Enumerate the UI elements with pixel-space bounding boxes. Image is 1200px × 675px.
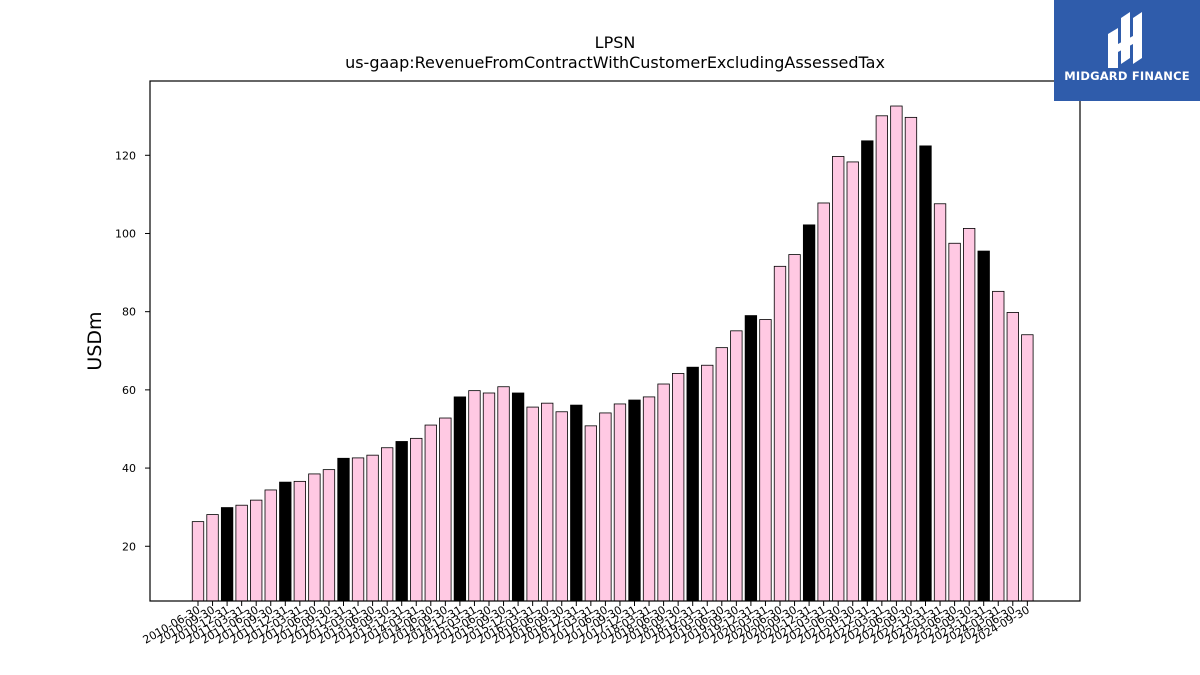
bar bbox=[672, 373, 685, 602]
bar bbox=[1021, 334, 1034, 602]
y-tick-label: 120 bbox=[115, 149, 136, 162]
bar bbox=[817, 202, 830, 602]
bar bbox=[468, 390, 481, 602]
bar bbox=[628, 399, 641, 602]
bar bbox=[482, 392, 496, 602]
x-axis-ticks: 2010-06-302010-09-302010-12-312011-03-31… bbox=[141, 601, 1032, 647]
bar bbox=[861, 140, 874, 602]
midgard-logo-icon bbox=[1108, 12, 1142, 68]
bar bbox=[599, 412, 612, 602]
bar bbox=[686, 366, 699, 602]
brand-logo: MIDGARD FINANCE bbox=[1054, 0, 1200, 101]
bar bbox=[395, 441, 408, 602]
bar bbox=[250, 499, 263, 602]
bar bbox=[264, 489, 277, 602]
bar bbox=[992, 290, 1005, 602]
bar bbox=[220, 507, 234, 602]
y-tick-label: 80 bbox=[122, 306, 136, 319]
bar bbox=[424, 424, 437, 602]
bar bbox=[657, 383, 670, 602]
bar bbox=[322, 469, 336, 602]
bar bbox=[206, 514, 219, 602]
bar bbox=[963, 227, 976, 602]
bar bbox=[832, 156, 845, 602]
bar bbox=[701, 364, 714, 602]
bar bbox=[308, 473, 321, 602]
y-tick-label: 20 bbox=[122, 540, 136, 553]
bar bbox=[802, 224, 816, 602]
bar bbox=[351, 457, 365, 602]
y-axis-label: USDm bbox=[84, 311, 106, 370]
bar bbox=[293, 480, 307, 602]
bar bbox=[191, 521, 205, 602]
bar-series bbox=[191, 105, 1034, 602]
bar bbox=[366, 454, 379, 602]
y-tick-label: 60 bbox=[122, 384, 136, 397]
bar bbox=[744, 315, 758, 602]
chart-title: LPSN bbox=[595, 33, 636, 52]
bar bbox=[788, 254, 801, 602]
bar bbox=[613, 403, 627, 602]
bar bbox=[890, 105, 903, 602]
bar bbox=[584, 425, 597, 602]
bar bbox=[337, 457, 350, 602]
bar bbox=[1006, 312, 1019, 602]
bar bbox=[773, 265, 787, 602]
bar bbox=[380, 447, 394, 602]
bar bbox=[453, 396, 467, 602]
plot-frame bbox=[149, 80, 1081, 602]
bar bbox=[410, 437, 423, 602]
bar bbox=[846, 161, 859, 602]
bar bbox=[642, 396, 656, 602]
bar bbox=[541, 402, 554, 602]
bar bbox=[919, 145, 932, 602]
y-tick-label: 100 bbox=[115, 227, 136, 240]
chart-subtitle: us-gaap:RevenueFromContractWithCustomerE… bbox=[345, 53, 885, 72]
bar bbox=[570, 404, 583, 602]
bar bbox=[948, 242, 961, 602]
logo-text: MIDGARD FINANCE bbox=[1064, 69, 1190, 83]
bar bbox=[715, 347, 728, 602]
bar bbox=[235, 504, 248, 602]
bar bbox=[977, 250, 990, 602]
bar bbox=[497, 386, 510, 602]
bar bbox=[730, 330, 743, 602]
bar bbox=[904, 116, 918, 602]
bar bbox=[526, 406, 539, 602]
bar bbox=[279, 481, 292, 602]
bar bbox=[555, 411, 568, 602]
y-axis-ticks: 20 40 60 80 100 120 bbox=[115, 149, 150, 553]
bar bbox=[511, 392, 525, 602]
bar bbox=[439, 417, 452, 602]
bar bbox=[875, 115, 888, 602]
y-tick-label: 40 bbox=[122, 462, 136, 475]
bar bbox=[759, 319, 772, 602]
bar bbox=[933, 203, 947, 602]
